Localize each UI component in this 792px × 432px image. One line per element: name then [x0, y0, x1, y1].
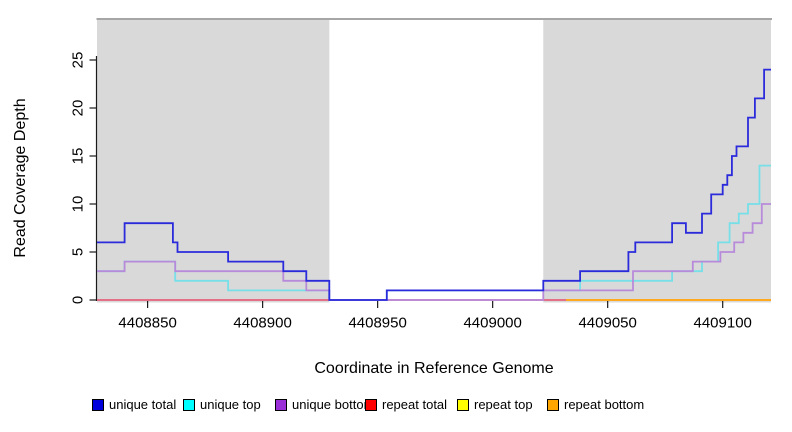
- series-line-unique-bottom: [97, 203, 771, 301]
- series-line-unique-total: [97, 68, 771, 301]
- x-tick-label: 4408900: [233, 314, 292, 332]
- series-line-unique-top: [97, 164, 771, 301]
- y-tick-label: 15: [69, 147, 87, 165]
- x-tick-label: 4409100: [693, 314, 752, 332]
- left-repeat-region: [97, 20, 330, 303]
- y-tick-label: 0: [69, 295, 87, 305]
- y-axis-title: Read Coverage Depth: [12, 98, 29, 258]
- x-tick-label: 4408850: [118, 314, 177, 332]
- x-tick-label: 4409000: [463, 314, 522, 332]
- y-tick-label: 25: [69, 51, 87, 69]
- right-repeat-region: [543, 20, 771, 303]
- y-tick-label: 5: [69, 247, 87, 257]
- x-tick-label: 4408950: [348, 314, 407, 332]
- y-tick-label: 10: [69, 195, 87, 213]
- y-tick-label: 20: [69, 99, 87, 117]
- x-axis-title: Coordinate in Reference Genome: [314, 360, 554, 377]
- x-tick-label: 4409050: [578, 314, 637, 332]
